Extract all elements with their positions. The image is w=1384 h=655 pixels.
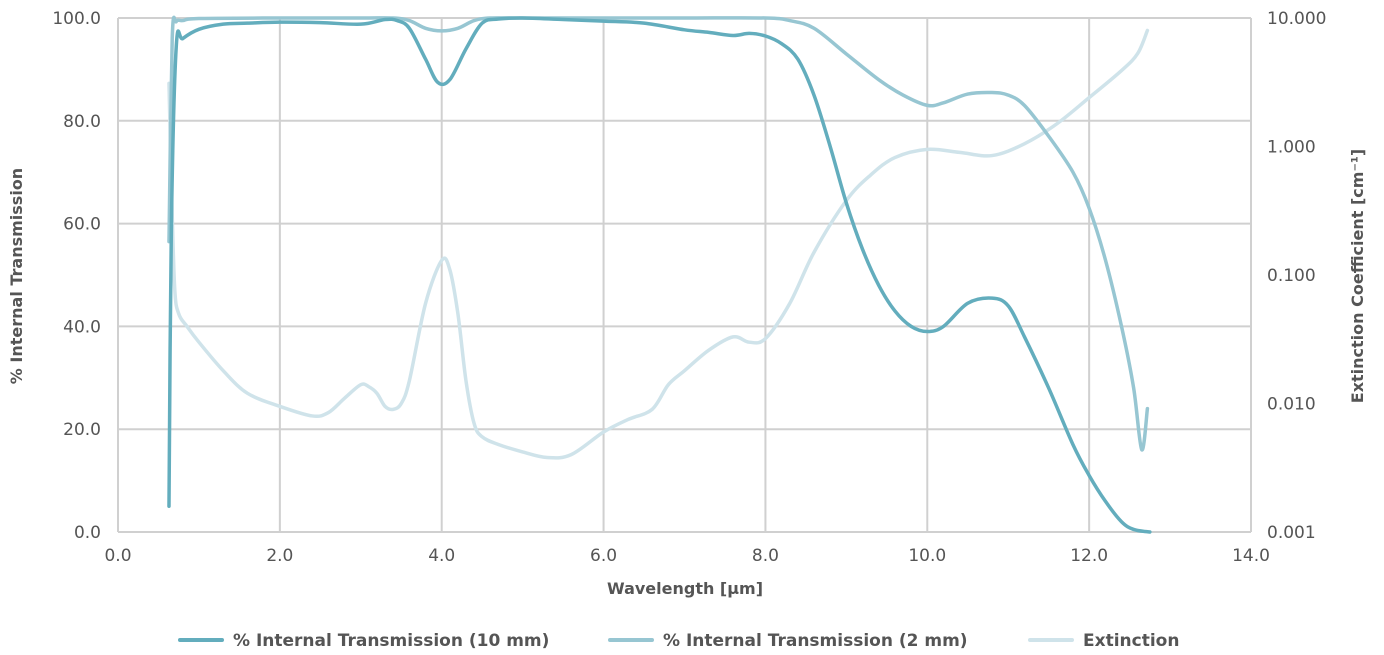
y-tick-label: 100.0 [52, 9, 101, 29]
series-line-extinction [167, 28, 1150, 460]
x-tick-label: 6.0 [590, 546, 617, 566]
legend-label-internal-transmission-10-mm: % Internal Transmission (10 mm) [233, 631, 549, 651]
y-tick-label: 0.0 [74, 523, 101, 543]
y-axis-ticks: 0.0 20.0 40.0 60.0 80.0 100.0 [52, 9, 101, 543]
series-line-internal-transmission-2-mm [167, 15, 1150, 452]
x-axis-title: Wavelength [µm] [607, 579, 763, 598]
x-axis-ticks: 0.0 2.0 4.0 6.0 8.0 10.0 12.0 14.0 [104, 546, 1269, 566]
x-tick-label: 8.0 [752, 546, 779, 566]
y2-tick-label: 0.001 [1267, 523, 1316, 543]
y2-tick-label: 10.000 [1267, 9, 1326, 29]
y2-axis-title: Extinction Coefficient [cm⁻¹] [1348, 149, 1367, 403]
y2-tick-label: 1.000 [1267, 138, 1316, 158]
series-group [167, 15, 1152, 534]
y2-tick-label: 0.010 [1267, 395, 1316, 415]
x-tick-label: 10.0 [908, 546, 946, 566]
y2-axis-ticks: 0.001 0.010 0.100 1.000 10.000 [1267, 9, 1326, 543]
y2-tick-label: 0.100 [1267, 266, 1316, 286]
grid [117, 17, 1252, 533]
x-tick-label: 4.0 [428, 546, 455, 566]
legend-label-extinction: Extinction [1083, 631, 1179, 651]
x-tick-label: 12.0 [1070, 546, 1108, 566]
y-tick-label: 60.0 [63, 215, 101, 235]
y-tick-label: 80.0 [63, 112, 101, 132]
y-tick-label: 20.0 [63, 420, 101, 440]
x-tick-label: 0.0 [104, 546, 131, 566]
legend: % Internal Transmission (10 mm) % Interna… [178, 631, 1179, 651]
x-tick-label: 2.0 [266, 546, 293, 566]
x-tick-label: 14.0 [1232, 546, 1270, 566]
y-tick-label: 40.0 [63, 317, 101, 337]
y-axis-title: % Internal Transmission [7, 168, 26, 384]
series-line-internal-transmission-10-mm [167, 16, 1152, 534]
legend-label-internal-transmission-2-mm: % Internal Transmission (2 mm) [663, 631, 968, 651]
